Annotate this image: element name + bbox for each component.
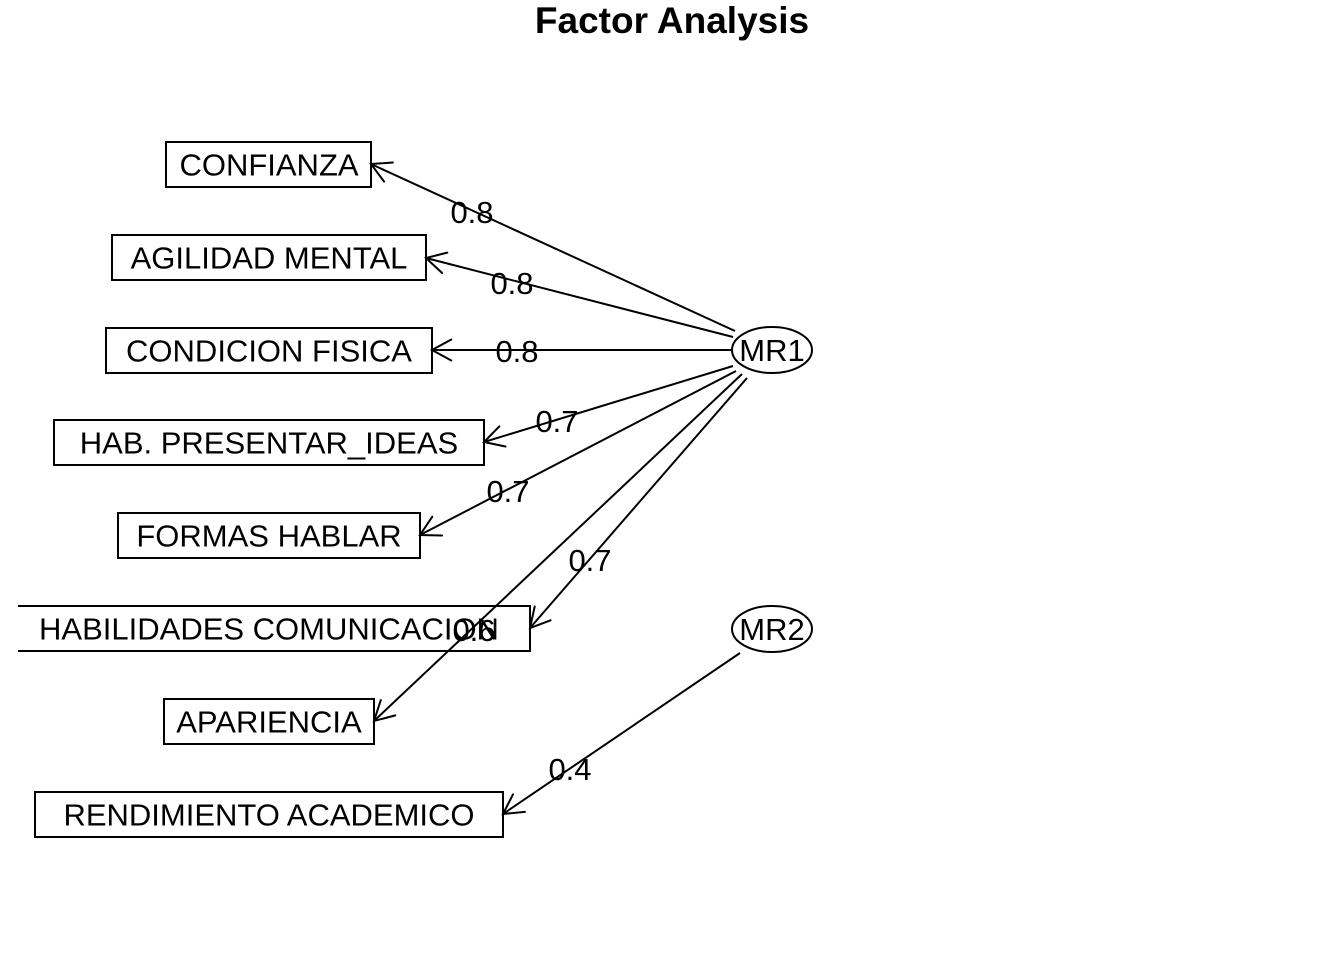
variable-box <box>111 234 427 281</box>
variable-label: FORMAS HABLAR <box>136 519 401 554</box>
variable-node: AGILIDAD MENTAL <box>111 234 427 281</box>
loading-edge <box>418 370 737 537</box>
loading-edges <box>369 161 748 816</box>
diagram-title: Factor Analysis <box>535 0 809 41</box>
factor-ellipse <box>731 605 813 653</box>
loading-line <box>370 163 736 332</box>
loading-line <box>483 365 734 443</box>
variable-label: HABILIDADES COMUNICACION <box>39 612 499 647</box>
loading-value: 0.4 <box>548 752 591 787</box>
loading-line <box>419 370 737 536</box>
variable-label: HAB. PRESENTAR_IDEAS <box>80 426 458 461</box>
variable-box <box>117 512 421 559</box>
factor-node: MR1 <box>731 326 813 374</box>
loading-line <box>373 373 743 722</box>
loading-edge <box>423 251 734 338</box>
variable-box <box>18 605 531 652</box>
loading-line <box>425 257 734 338</box>
factor-label: MR2 <box>739 612 804 647</box>
variable-label: RENDIMIENTO ACADEMICO <box>63 798 474 833</box>
variable-node: FORMAS HABLAR <box>117 512 421 559</box>
variable-label: CONFIANZA <box>179 148 358 183</box>
variable-node: CONFIANZA <box>165 141 372 188</box>
loading-value: 0.6 <box>452 613 495 648</box>
variable-box <box>53 419 485 466</box>
loading-value: 0.7 <box>486 474 529 509</box>
loading-line <box>502 652 741 815</box>
loading-edge <box>429 338 732 362</box>
variable-node: APARIENCIA <box>163 698 375 745</box>
loading-edge <box>501 652 741 816</box>
loading-edge <box>482 365 734 448</box>
variable-box <box>34 791 504 838</box>
factor-node: MR2 <box>731 605 813 653</box>
loading-value: 0.7 <box>568 543 611 578</box>
variable-node: CONDICION FISICA <box>105 327 433 374</box>
loading-value: 0.8 <box>495 334 538 369</box>
variable-node: RENDIMIENTO ACADEMICO <box>34 791 504 838</box>
variable-box <box>165 141 372 188</box>
variable-label: CONDICION FISICA <box>126 334 412 369</box>
loading-labels: 0.80.80.80.70.70.70.60.4 <box>450 195 611 787</box>
factor-ellipse <box>731 326 813 374</box>
variable-box <box>105 327 433 374</box>
diagram-nodes: CONFIANZA AGILIDAD MENTAL CONDICION FISICA… <box>18 141 813 838</box>
variable-node: HABILIDADES COMUNICACION <box>18 605 531 652</box>
variable-box <box>163 698 375 745</box>
variable-label: APARIENCIA <box>176 705 362 740</box>
loading-line <box>529 377 748 629</box>
variable-label: AGILIDAD MENTAL <box>131 241 408 276</box>
loading-value: 0.8 <box>490 266 533 301</box>
loading-value: 0.7 <box>535 404 578 439</box>
variable-node: HAB. PRESENTAR_IDEAS <box>53 419 485 466</box>
loading-value: 0.8 <box>450 195 493 230</box>
factor-label: MR1 <box>739 333 804 368</box>
